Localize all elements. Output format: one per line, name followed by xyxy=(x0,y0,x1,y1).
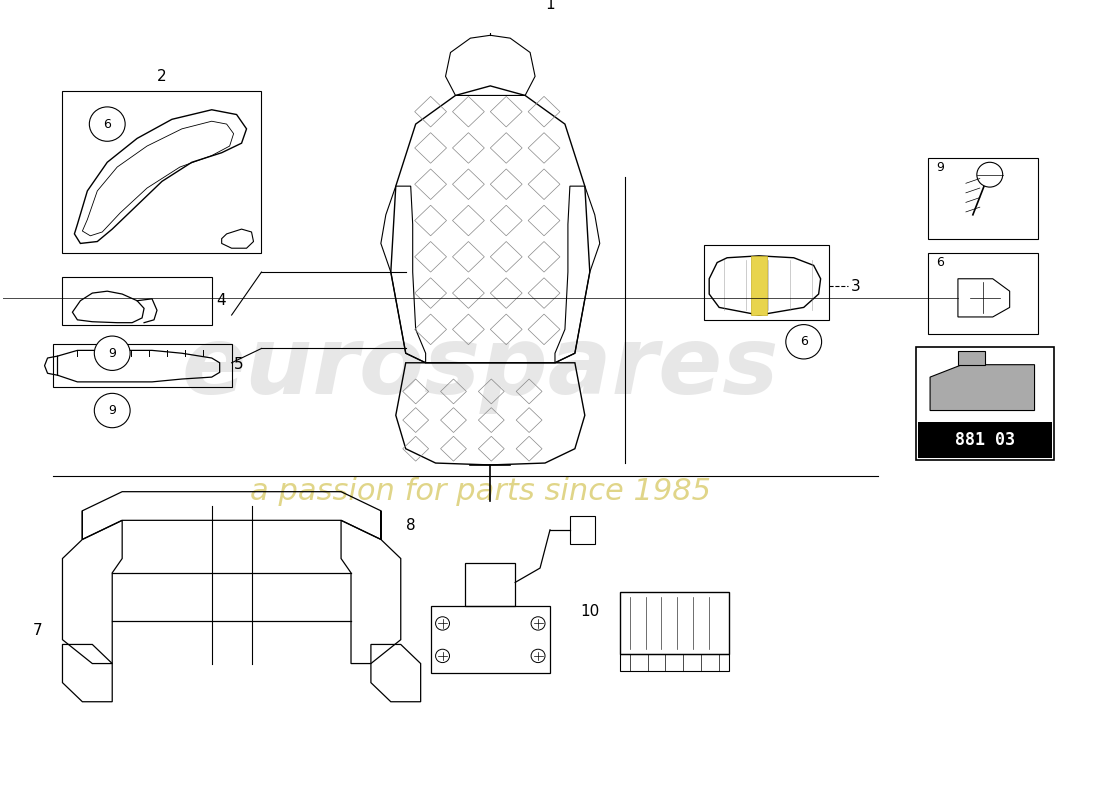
Text: 6: 6 xyxy=(800,335,807,348)
Text: 7: 7 xyxy=(33,622,42,638)
Text: 5: 5 xyxy=(233,357,243,372)
Polygon shape xyxy=(958,351,984,365)
Polygon shape xyxy=(931,365,1034,410)
Polygon shape xyxy=(751,256,767,315)
Text: 8: 8 xyxy=(406,518,416,533)
Text: 1: 1 xyxy=(544,0,554,12)
Circle shape xyxy=(89,107,125,142)
Circle shape xyxy=(436,650,450,662)
FancyBboxPatch shape xyxy=(918,422,1053,458)
Circle shape xyxy=(95,394,130,428)
Text: 9: 9 xyxy=(936,161,944,174)
Text: eurospares: eurospares xyxy=(182,322,779,414)
Text: 10: 10 xyxy=(580,603,600,618)
Circle shape xyxy=(531,617,544,630)
Text: 9: 9 xyxy=(108,346,117,360)
Text: 6: 6 xyxy=(936,256,944,269)
Circle shape xyxy=(95,336,130,370)
Circle shape xyxy=(436,617,450,630)
FancyBboxPatch shape xyxy=(916,346,1055,460)
Text: 881 03: 881 03 xyxy=(955,431,1015,449)
Circle shape xyxy=(785,325,822,359)
Circle shape xyxy=(531,650,544,662)
Text: 4: 4 xyxy=(217,294,227,308)
Text: 2: 2 xyxy=(157,69,167,84)
Circle shape xyxy=(977,162,1003,187)
Text: 6: 6 xyxy=(103,118,111,130)
Text: 3: 3 xyxy=(850,279,860,294)
Text: 9: 9 xyxy=(108,404,117,417)
Text: a passion for parts since 1985: a passion for parts since 1985 xyxy=(250,477,711,506)
